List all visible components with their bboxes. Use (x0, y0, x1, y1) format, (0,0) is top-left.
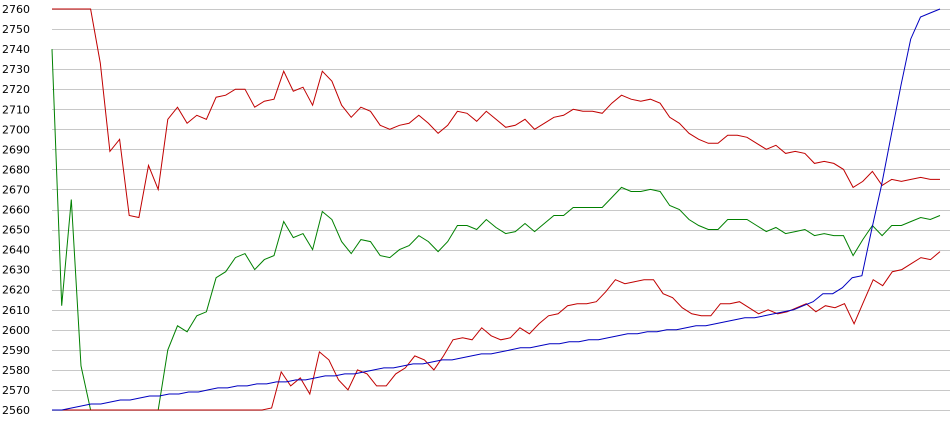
series-line-2 (51, 49, 941, 411)
y-tick-label: 2740 (2, 43, 30, 56)
y-tick-label: 2590 (2, 344, 30, 357)
y-tick-label: 2560 (2, 404, 30, 417)
y-tick-label: 2670 (2, 183, 30, 196)
y-tick-label: 2660 (2, 204, 30, 217)
y-axis-tick-labels: 2560 2570 2580 2590 2600 2610 2620 2630 2640 2650… (2, 3, 30, 417)
y-tick-label: 2680 (2, 163, 30, 176)
y-tick-label: 2710 (2, 103, 30, 116)
y-tick-label: 2570 (2, 384, 30, 397)
gridlines (52, 9, 950, 411)
y-tick-label: 2620 (2, 284, 30, 297)
y-tick-label: 2630 (2, 264, 30, 277)
y-tick-label: 2600 (2, 324, 30, 337)
y-tick-label: 2750 (2, 23, 30, 36)
y-tick-label: 2580 (2, 364, 30, 377)
y-tick-label: 2690 (2, 143, 30, 156)
y-tick-label: 2640 (2, 244, 30, 257)
y-tick-label: 2730 (2, 63, 30, 76)
series-line-1 (52, 8, 940, 219)
y-tick-label: 2700 (2, 123, 30, 136)
y-tick-label: 2760 (2, 3, 30, 16)
series-lines (51, 8, 941, 411)
y-tick-label: 2610 (2, 304, 30, 317)
y-tick-label: 2720 (2, 83, 30, 96)
y-tick-label: 2650 (2, 224, 30, 237)
series-line-4 (52, 8, 941, 411)
